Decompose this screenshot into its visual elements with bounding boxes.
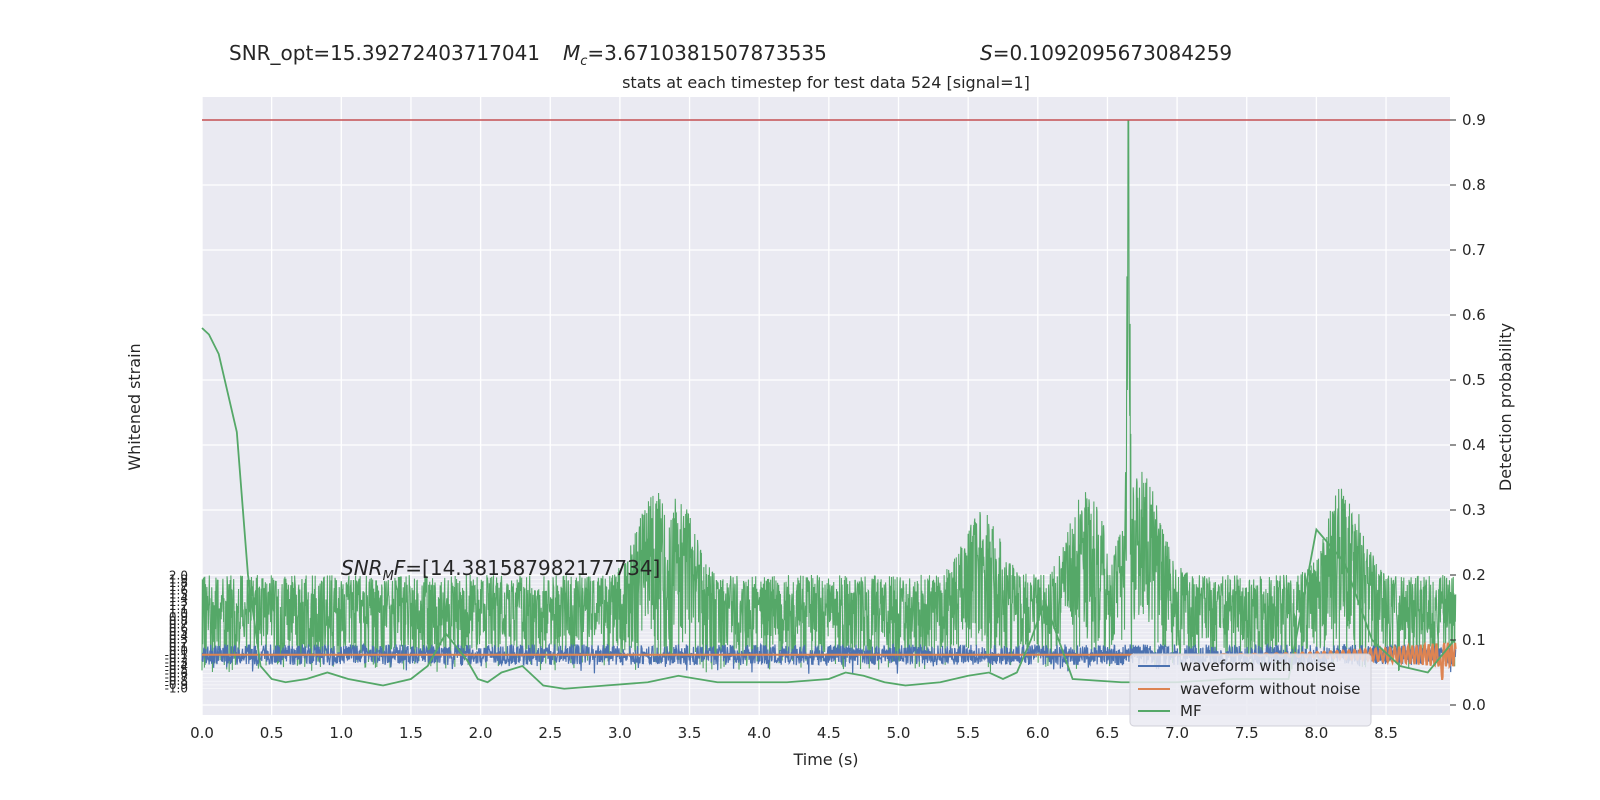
left-tick-label: 0.8 [169, 614, 188, 628]
strain-axis-ticks: -1.0-0.9-0.8-0.7-0.6-0.5-0.4-0.3-0.2-0.1… [165, 569, 188, 696]
left-tick-label: -0.3 [165, 655, 188, 669]
x-tick-label: 0.0 [190, 724, 214, 742]
left-tick-label: 0.9 [169, 610, 188, 624]
left-tick-label: 0.1 [169, 640, 188, 654]
legend-label-mf: MF [1180, 702, 1202, 720]
x-tick-label: 0.5 [260, 724, 284, 742]
left-tick-label: -0.9 [165, 678, 188, 692]
left-tick-label: -0.6 [165, 667, 188, 681]
chirp-mass-symbol: M [563, 41, 580, 65]
left-tick-label: 1.6 [169, 584, 188, 598]
right-tick-label: 0.3 [1462, 501, 1486, 519]
s-value: =0.1092095673084259 [993, 41, 1232, 65]
x-axis-label: Time (s) [792, 750, 858, 769]
x-tick-label: 1.5 [399, 724, 423, 742]
left-tick-label: 0.6 [169, 621, 188, 635]
left-tick-label: 1.1 [169, 603, 188, 617]
snr-mf-rest: F [394, 556, 406, 580]
x-tick-label: 8.0 [1304, 724, 1328, 742]
x-tick-label: 7.0 [1165, 724, 1189, 742]
left-tick-label: 1.5 [169, 587, 188, 601]
x-tick-label: 2.0 [469, 724, 493, 742]
left-tick-label: -1.0 [165, 682, 188, 696]
right-axis-label: Detection probability [1496, 323, 1515, 491]
left-tick-label: -0.1 [165, 648, 188, 662]
x-tick-label: 1.0 [329, 724, 353, 742]
right-tick-label: 0.5 [1462, 371, 1486, 389]
left-tick-label: 0.3 [169, 633, 188, 647]
chirp-mass-subscript: c [580, 54, 587, 69]
left-tick-label: 1.3 [169, 595, 188, 609]
x-tick-label: 6.0 [1026, 724, 1050, 742]
s-symbol: S [980, 41, 993, 65]
right-tick-label: 0.1 [1462, 631, 1486, 649]
left-tick-label: -0.4 [165, 659, 188, 673]
x-tick-label: 6.5 [1096, 724, 1120, 742]
legend-box [1129, 653, 1372, 727]
x-axis-ticks: 0.0 0.5 1.0 1.5 2.0 2.5 3.0 3.5 4.0 4.5 5.0 5.5 6.0 6… [190, 724, 1398, 742]
x-tick-label: 2.5 [538, 724, 562, 742]
chirp-mass-label: Mc=3.6710381507873535 [563, 41, 827, 69]
chart-title: stats at each timestep for test data 524… [622, 73, 1030, 92]
snr-mf-value: =[14.381587982177734] [405, 556, 660, 580]
left-tick-label: -0.8 [165, 674, 188, 688]
left-tick-label: 2.0 [169, 569, 188, 583]
left-tick-label: 0.0 [169, 644, 188, 658]
right-tick-label: 0.0 [1462, 696, 1486, 714]
left-tick-label: -0.5 [165, 663, 188, 677]
left-tick-label: 0.7 [169, 618, 188, 632]
legend-label-noise: waveform with noise [1180, 657, 1336, 675]
left-tick-label: 1.7 [169, 580, 188, 594]
right-tick-label: 0.4 [1462, 436, 1486, 454]
left-tick-label: 1.4 [169, 591, 188, 605]
x-tick-label: 4.5 [817, 724, 841, 742]
left-tick-label: 0.5 [169, 625, 188, 639]
chirp-mass-value: =3.6710381507873535 [587, 41, 826, 65]
snr-opt-label: SNR_opt=15.39272403717041 [229, 41, 540, 65]
legend: waveform with noise waveform without noi… [1129, 653, 1372, 727]
legend-label-clean: waveform without noise [1180, 680, 1360, 698]
x-tick-label: 4.0 [747, 724, 771, 742]
left-tick-label: 0.4 [169, 629, 188, 643]
x-tick-label: 3.5 [678, 724, 702, 742]
x-tick-label: 5.5 [956, 724, 980, 742]
x-tick-label: 7.5 [1235, 724, 1259, 742]
snr-mf-italic: SNR [341, 556, 383, 580]
left-tick-label: -0.2 [165, 652, 188, 666]
right-tick-label: 0.8 [1462, 176, 1486, 194]
right-tick-label: 0.9 [1462, 111, 1486, 129]
left-tick-label: 1.8 [169, 576, 188, 590]
right-tick-label: 0.2 [1462, 566, 1486, 584]
right-tick-label: 0.7 [1462, 241, 1486, 259]
right-axis-ticks: 0.0 0.1 0.2 0.3 0.4 0.5 0.6 0.7 0.8 0.9 [1450, 111, 1486, 714]
s-value-label: S=0.1092095673084259 [980, 41, 1232, 65]
snr-mf-sub: M [383, 569, 394, 584]
x-tick-label: 3.0 [608, 724, 632, 742]
left-tick-label: 1.9 [169, 572, 188, 586]
snr-mf-annotation: SNRMF=[14.381587982177734] [341, 556, 660, 584]
left-tick-label: 0.2 [169, 636, 188, 650]
left-tick-label: 1.2 [169, 599, 188, 613]
right-tick-label: 0.6 [1462, 306, 1486, 324]
left-tick-label: 1.0 [169, 606, 188, 620]
x-tick-label: 8.5 [1374, 724, 1398, 742]
left-tick-label: -0.7 [165, 670, 188, 684]
left-axis-label: Whitened strain [125, 343, 144, 470]
x-tick-label: 5.0 [887, 724, 911, 742]
